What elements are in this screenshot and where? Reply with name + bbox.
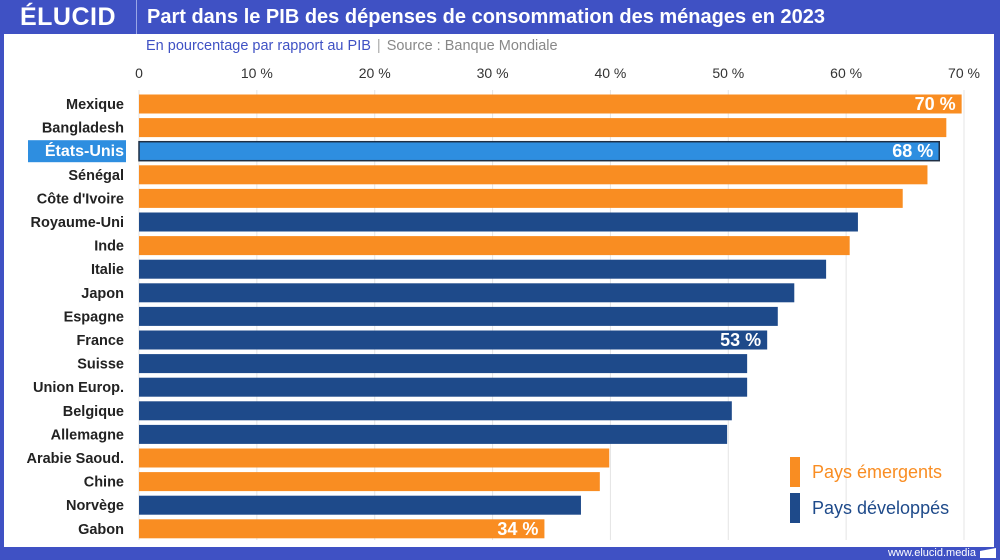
bar-japon bbox=[139, 283, 795, 303]
category-label: Inde bbox=[94, 239, 124, 255]
category-label: Mexique bbox=[66, 97, 124, 113]
bar-norv-ge bbox=[139, 495, 581, 515]
header-divider bbox=[136, 0, 137, 34]
x-tick-label: 60 % bbox=[830, 65, 862, 81]
legend-swatch bbox=[790, 457, 800, 487]
category-label: Suisse bbox=[77, 357, 124, 373]
bar-inde bbox=[139, 236, 850, 256]
separator: | bbox=[376, 38, 381, 54]
x-tick-label: 30 % bbox=[477, 65, 509, 81]
bar-chine bbox=[139, 472, 600, 492]
category-label: États-Unis bbox=[45, 141, 124, 160]
x-tick-label: 0 bbox=[135, 65, 143, 81]
bar-c-te-d-ivoire bbox=[139, 188, 903, 208]
x-tick-label: 40 % bbox=[594, 65, 626, 81]
bar-belgique bbox=[139, 401, 732, 421]
category-label: Japon bbox=[81, 286, 124, 302]
x-tick-label: 20 % bbox=[359, 65, 391, 81]
bar-s-n-gal bbox=[139, 165, 928, 185]
category-label: Arabie Saoud. bbox=[27, 451, 125, 467]
bar-italie bbox=[139, 259, 827, 279]
bar-suisse bbox=[139, 354, 748, 374]
legend-swatch bbox=[790, 493, 800, 523]
category-label: France bbox=[76, 333, 124, 349]
x-tick-label: 10 % bbox=[241, 65, 273, 81]
category-label: Royaume-Uni bbox=[31, 215, 124, 231]
unit-text: En pourcentage par rapport au PIB bbox=[146, 38, 371, 54]
bar-allemagne bbox=[139, 424, 728, 444]
chart-title: Part dans le PIB des dépenses de consomm… bbox=[147, 5, 826, 28]
bar-royaume-uni bbox=[139, 212, 858, 232]
bar--tats-unis bbox=[138, 140, 940, 162]
category-label: Norvège bbox=[66, 498, 124, 514]
bar-gabon bbox=[139, 519, 545, 539]
header: ÉLUCID Part dans le PIB des dépenses de … bbox=[0, 0, 1000, 34]
data-label: 34 % bbox=[497, 519, 538, 539]
legend-label: Pays développés bbox=[812, 497, 950, 518]
category-label: Bangladesh bbox=[42, 121, 124, 137]
category-label: Côte d'Ivoire bbox=[37, 191, 124, 207]
bar-france bbox=[139, 330, 768, 350]
category-label: Espagne bbox=[64, 309, 124, 325]
legend-item-emerging: Pays émergents bbox=[790, 454, 949, 490]
bar-bangladesh bbox=[139, 118, 947, 138]
category-label: Chine bbox=[84, 475, 124, 491]
category-label: Belgique bbox=[63, 404, 124, 420]
category-label: Allemagne bbox=[51, 427, 124, 443]
legend: Pays émergents Pays développés bbox=[790, 454, 949, 526]
elucid-logo: ÉLUCID bbox=[19, 2, 117, 31]
legend-item-developed: Pays développés bbox=[790, 490, 949, 526]
chart-subtitle: En pourcentage par rapport au PIB | Source… bbox=[146, 38, 558, 54]
x-tick-label: 50 % bbox=[712, 65, 744, 81]
category-label: Gabon bbox=[78, 522, 124, 538]
category-label: Sénégal bbox=[68, 168, 124, 184]
bar-arabie-saoud- bbox=[139, 448, 610, 468]
data-label: 68 % bbox=[892, 141, 933, 161]
highlight-label-bg bbox=[28, 140, 126, 163]
data-label: 53 % bbox=[720, 330, 761, 350]
elucid-flag-icon bbox=[980, 548, 996, 558]
bar-mexique bbox=[139, 94, 962, 114]
bar-union-europ- bbox=[139, 377, 748, 397]
footer-url[interactable]: www.elucid.media bbox=[887, 547, 976, 559]
legend-label: Pays émergents bbox=[812, 461, 943, 482]
x-tick-label: 70 % bbox=[948, 65, 980, 81]
category-label: Italie bbox=[91, 262, 124, 278]
bar-espagne bbox=[139, 306, 778, 326]
data-label: 70 % bbox=[915, 94, 956, 114]
category-label: Union Europ. bbox=[33, 380, 124, 396]
source-text: Source : Banque Mondiale bbox=[386, 38, 558, 54]
